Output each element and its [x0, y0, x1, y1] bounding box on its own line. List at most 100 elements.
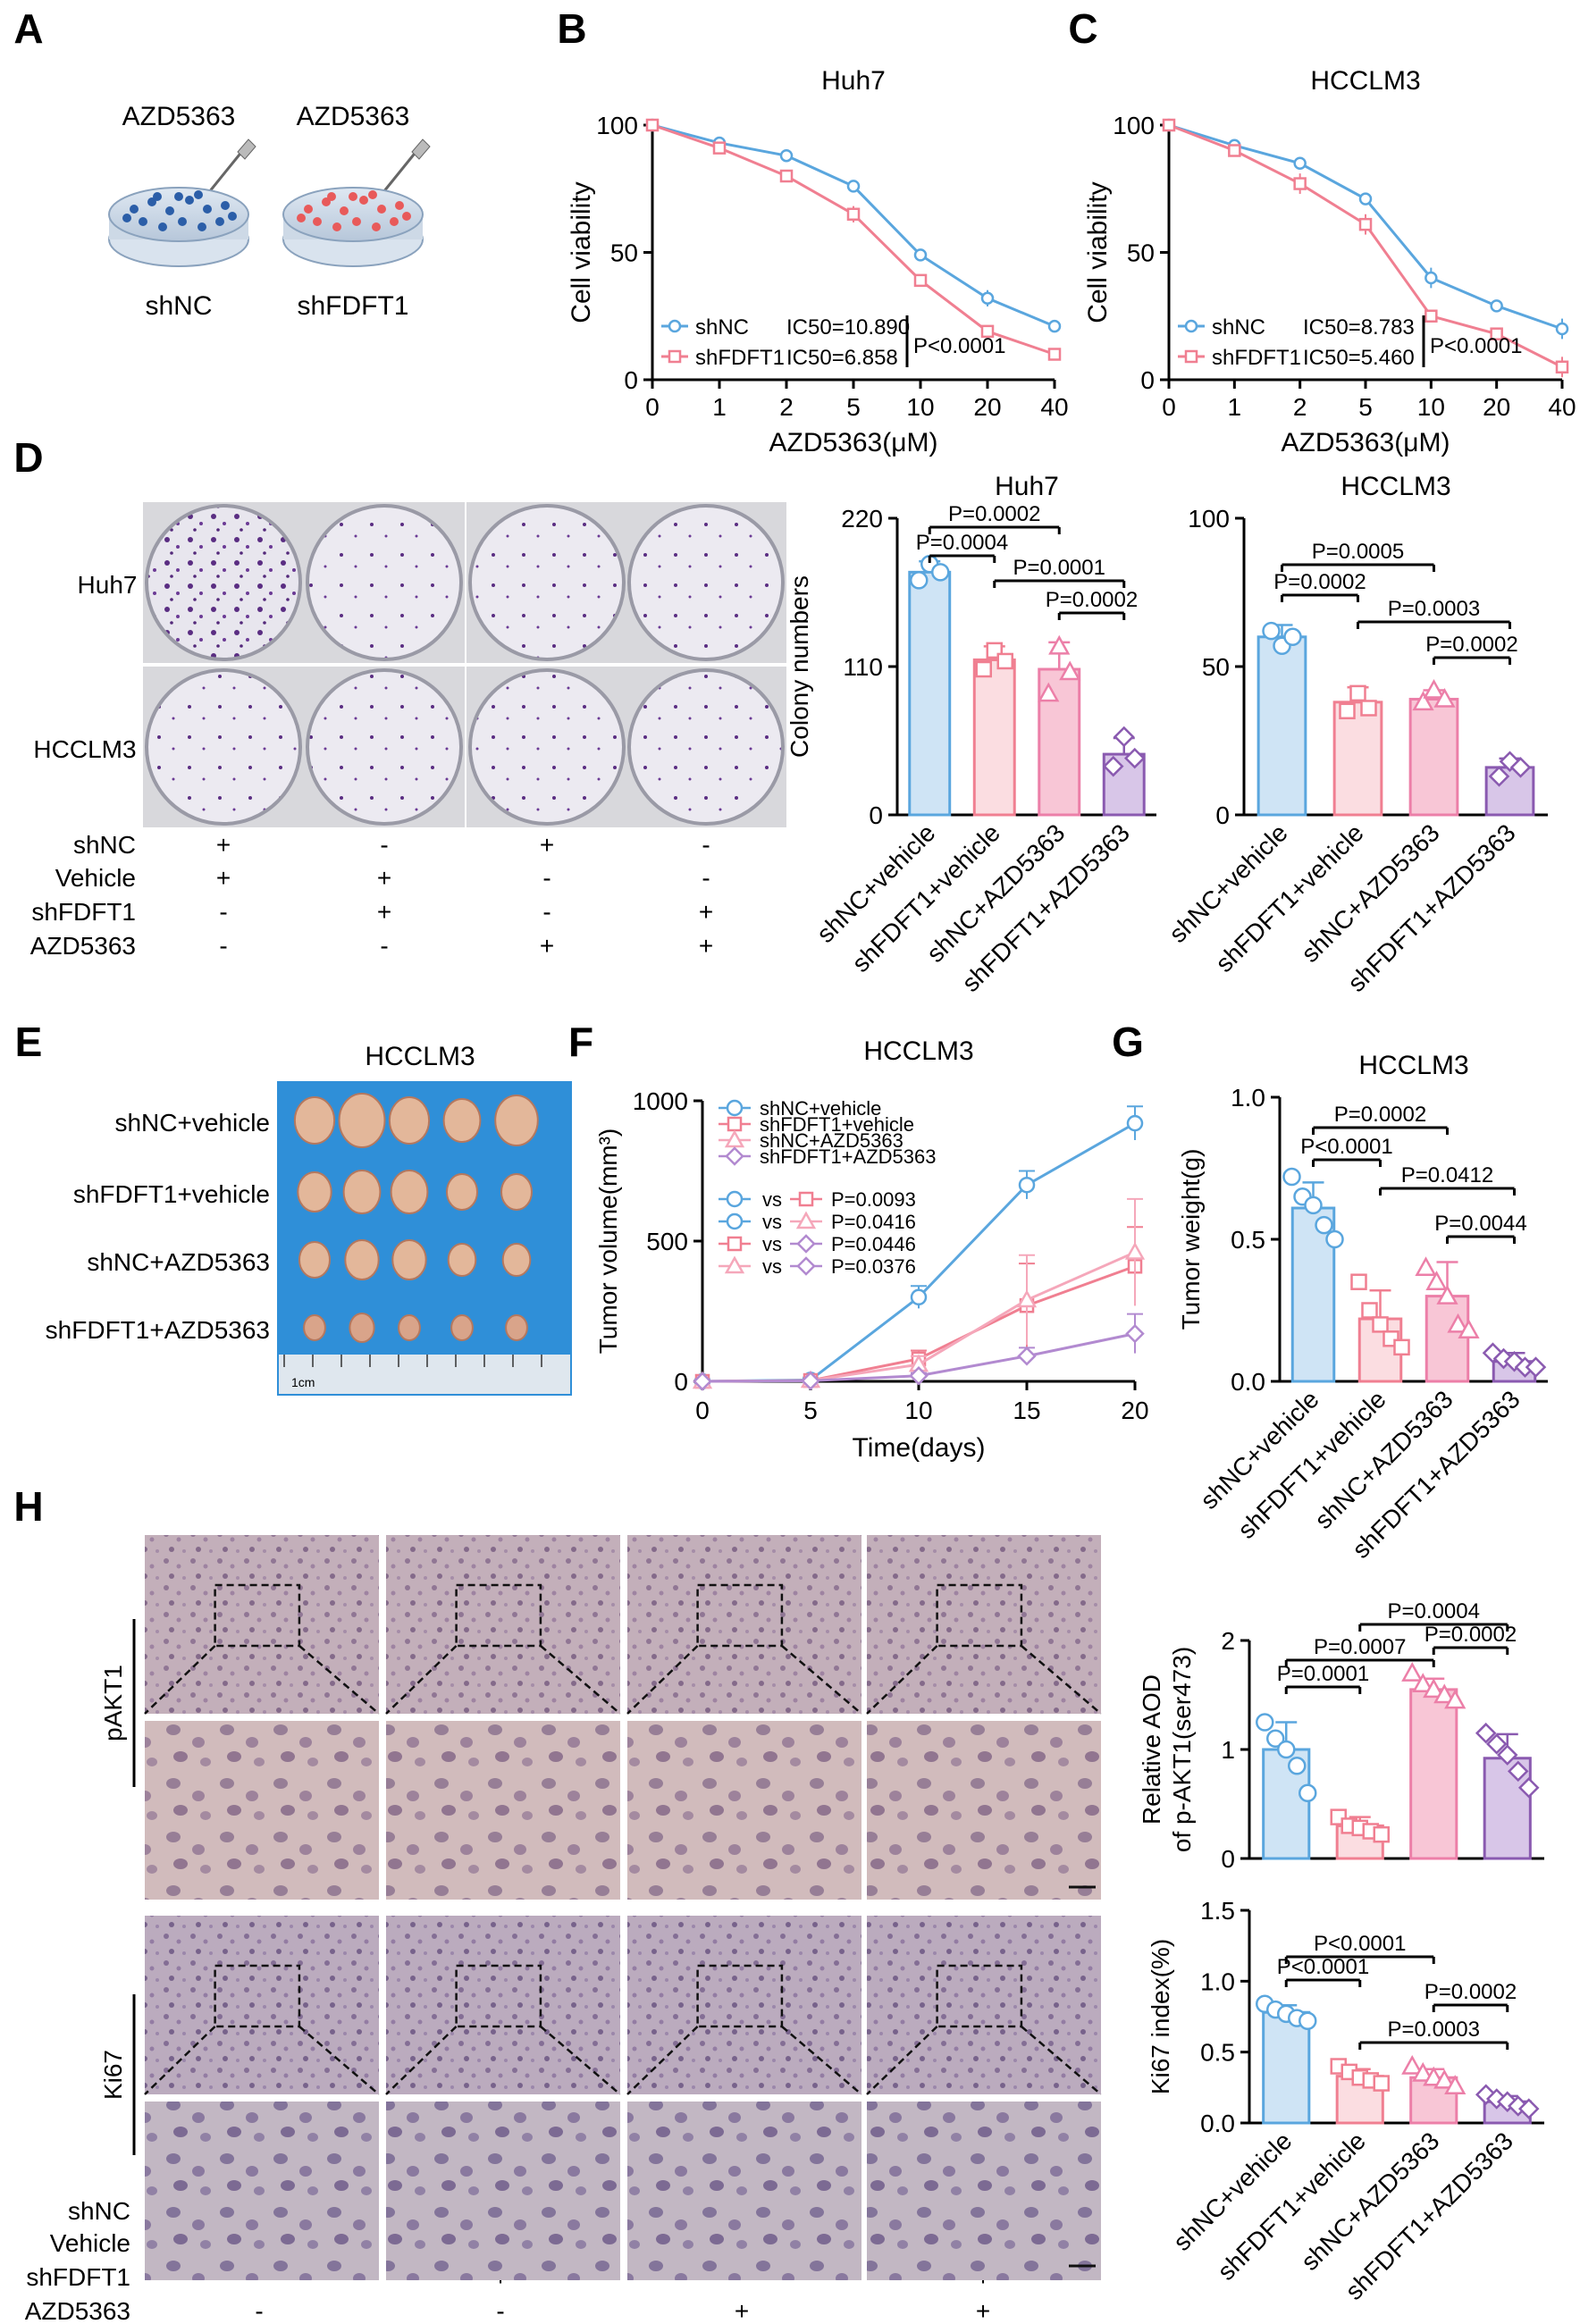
data-point [1425, 1271, 1448, 1290]
zoom-box [455, 1964, 542, 2028]
ihc-stain-overlay [145, 1535, 379, 1714]
y-tick-label: 1000 [633, 1087, 688, 1115]
p-value-label: P=0.0001 [1277, 1662, 1369, 1686]
ihc-image [867, 1721, 1101, 1900]
data-point [1047, 348, 1062, 361]
row-label-Ki67: Ki67 [99, 2050, 127, 2100]
legend-label: shNC [695, 315, 749, 340]
legend-marker [1184, 349, 1198, 364]
x-tick-label: 10 [906, 393, 934, 421]
zoom-line [866, 2026, 938, 2095]
y-axis-label: of p-AKT1(ser473) [1168, 1647, 1196, 1852]
x-tick-label: 40 [1548, 393, 1576, 421]
y-tick-label: 50 [1127, 239, 1155, 267]
condition-sign: + [377, 864, 391, 892]
panel-letter-F: F [568, 1019, 593, 1065]
data-point [1509, 757, 1532, 778]
tumor [388, 1096, 431, 1145]
condition-sign: - [542, 898, 550, 926]
pvalue-label: P<0.0001 [1430, 334, 1522, 358]
data-point [1361, 1302, 1378, 1319]
p-value-label: P<0.0001 [1300, 1135, 1392, 1159]
zoom-line [540, 1645, 621, 1715]
data-point [980, 324, 995, 339]
panel-letter-D: D [13, 434, 43, 481]
ihc-stain-overlay [386, 1535, 620, 1714]
chart-B: 0 50 100 0 1 2 5 10 20 40 AZD5363(μM) Cell viabilit… [567, 66, 1069, 457]
legend-label: shNC+vehicle [760, 1097, 881, 1120]
cell-dot [304, 205, 313, 214]
data-point [1288, 1757, 1307, 1775]
y-tick-label: 100 [1188, 505, 1230, 533]
data-point [1373, 2075, 1390, 2092]
data-point [1372, 1316, 1389, 1333]
pipette-bulb-icon [411, 138, 431, 160]
chart-title: Huh7 [995, 472, 1059, 501]
legend-ic50: IC50=5.460 [1303, 346, 1415, 370]
y-axis-label: Cell viability [567, 181, 596, 323]
bar-shNC+AZD5363 [1409, 1688, 1458, 1860]
y-tick-label: 100 [1113, 112, 1155, 139]
p-value-label: P=0.0002 [1425, 1623, 1517, 1647]
data-point [1423, 1678, 1445, 1699]
y-tick-label: 1.0 [1200, 1967, 1235, 1995]
colony-plate-image [145, 504, 302, 661]
condition-sign: + [216, 864, 231, 892]
ihc-stain-overlay [867, 2102, 1101, 2280]
panel-letter-G: G [1112, 1019, 1144, 1065]
data-point [913, 248, 928, 262]
tumor [293, 1096, 336, 1145]
zoom-box [936, 1583, 1023, 1648]
condition-sign: + [540, 831, 554, 859]
data-point [1298, 2011, 1317, 2031]
cell-dot [368, 190, 377, 199]
ihc-image [627, 2102, 861, 2280]
data-point [1339, 702, 1356, 720]
zoom-line [1021, 2026, 1102, 2095]
zoom-line [781, 2026, 862, 2095]
cell-dot [372, 222, 381, 231]
data-point [1016, 1289, 1038, 1308]
cell-dot [390, 217, 399, 226]
data-point [796, 1234, 816, 1254]
vs-label: vs [762, 1188, 782, 1211]
data-point [1517, 1776, 1540, 1799]
vs-label: vs [762, 1233, 782, 1255]
data-point [1436, 1285, 1458, 1305]
p-value-label: P=0.0044 [1434, 1212, 1526, 1236]
ihc-image [145, 1535, 379, 1714]
panel-letter-H: H [13, 1483, 43, 1530]
data-point [910, 1288, 928, 1306]
cell-dot [139, 217, 147, 226]
data-point [1282, 1167, 1301, 1187]
data-point [1256, 1713, 1274, 1732]
data-point [726, 1190, 744, 1208]
x-tick-label: 5 [1358, 393, 1373, 421]
data-point [1358, 217, 1373, 231]
y-tick-label: 0 [869, 801, 883, 829]
y-axis-label: Tumor weight(g) [1177, 1149, 1205, 1330]
x-axis-label: AZD5363(μM) [769, 428, 938, 457]
data-point [1485, 1733, 1508, 1755]
chart-H-pAKT1: 0 1 2 Relative AOD of p-AKT1(ser473) P=0.0004… [1138, 1599, 1544, 1873]
condition-label-Vehicle-h: Vehicle [50, 2229, 130, 2257]
data-point [1277, 1740, 1296, 1759]
p-value-label: P=0.0003 [1388, 597, 1480, 621]
condition-label-AZD5363-h: AZD5363 [25, 2297, 130, 2324]
data-point [1517, 2098, 1540, 2119]
bar-shNC+AZD5363 [1425, 1295, 1470, 1383]
chart-title: HCCLM3 [1358, 1051, 1468, 1080]
zoom-line [385, 2026, 458, 2095]
ihc-stain-overlay [627, 2102, 861, 2280]
cell-dot [395, 201, 404, 210]
data-point [1425, 271, 1438, 285]
y-tick-label: 100 [596, 112, 638, 139]
x-tick-label: 10 [904, 1397, 932, 1424]
zoom-line [626, 1645, 699, 1715]
data-point [726, 1212, 744, 1230]
y-tick-label: 1 [1221, 1736, 1235, 1764]
x-tick-label: 20 [973, 393, 1001, 421]
p-value-label: P=0.0002 [948, 502, 1040, 526]
legend-marker [1184, 319, 1198, 333]
ihc-stain-overlay [627, 1721, 861, 1900]
